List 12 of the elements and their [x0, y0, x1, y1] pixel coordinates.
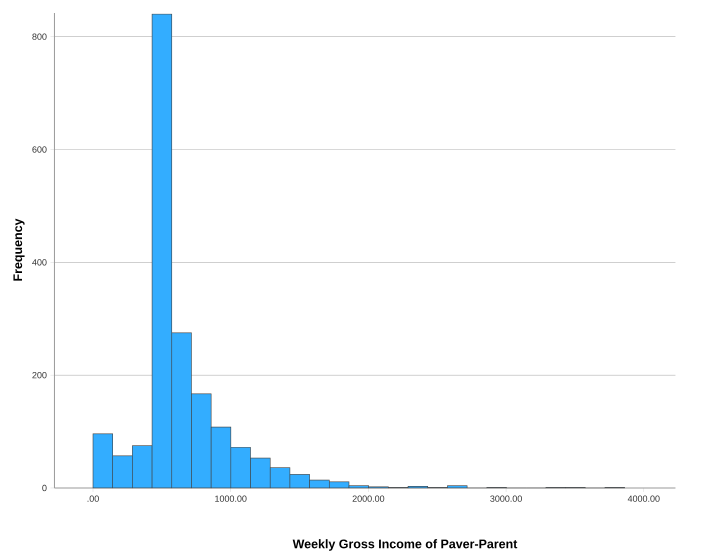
- x-tick-label: 1000.00: [215, 495, 247, 502]
- y-tick-label: 600: [32, 146, 47, 153]
- y-tick-label: 400: [32, 259, 47, 266]
- x-tick-label: .00: [88, 495, 99, 502]
- x-tick-label: 3000.00: [490, 495, 522, 502]
- y-tick-label: 800: [32, 33, 47, 40]
- y-tick-label: 0: [42, 484, 47, 492]
- x-tick-label: 4000.00: [628, 495, 660, 502]
- y-tick-label: 200: [32, 372, 47, 378]
- x-tick-label: 2000.00: [352, 495, 384, 502]
- x-axis-title: Weekly Gross Income of Paver-Parent: [292, 539, 518, 551]
- y-axis-title: Frequency: [13, 218, 25, 281]
